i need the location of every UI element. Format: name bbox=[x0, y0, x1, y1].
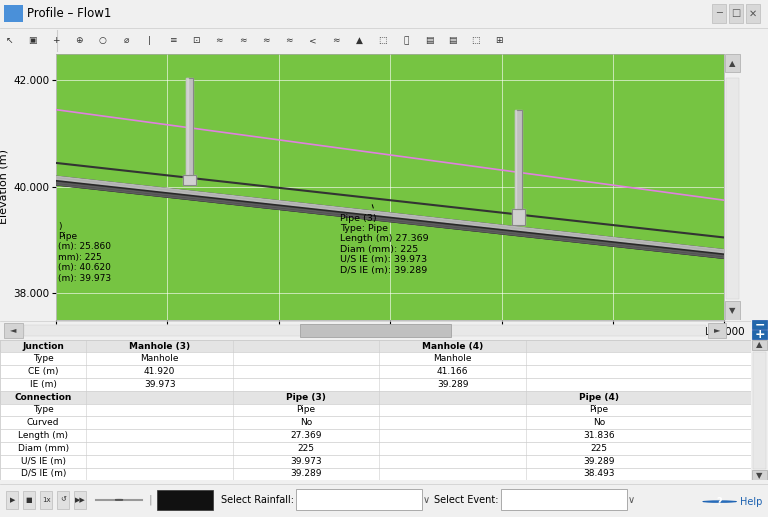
Bar bbox=[40, 491, 52, 509]
Bar bbox=[726, 78, 740, 299]
Text: Connection: Connection bbox=[15, 393, 72, 402]
Text: ◄: ◄ bbox=[10, 325, 17, 334]
Text: ≈: ≈ bbox=[262, 36, 270, 45]
Bar bbox=[57, 491, 69, 509]
Polygon shape bbox=[56, 182, 724, 258]
Text: Diam (mm): Diam (mm) bbox=[18, 444, 69, 453]
Text: Select Rainfall:: Select Rainfall: bbox=[221, 495, 294, 505]
Bar bbox=[746, 4, 760, 23]
Bar bbox=[23, 491, 35, 509]
Bar bbox=[752, 330, 767, 339]
Text: D/S IE (m): D/S IE (m) bbox=[21, 469, 66, 478]
Text: −: − bbox=[754, 318, 765, 331]
Bar bbox=[0, 365, 751, 378]
Text: 39.289: 39.289 bbox=[290, 469, 322, 478]
Polygon shape bbox=[56, 176, 724, 258]
Polygon shape bbox=[515, 110, 516, 209]
Text: ▣: ▣ bbox=[28, 36, 37, 45]
Bar bbox=[296, 489, 422, 510]
Bar bbox=[300, 324, 451, 337]
Text: Help: Help bbox=[740, 497, 762, 507]
Text: ■: ■ bbox=[26, 497, 32, 503]
Text: Type: Type bbox=[33, 354, 54, 363]
Text: |: | bbox=[149, 494, 152, 505]
Bar bbox=[157, 490, 213, 510]
Polygon shape bbox=[183, 175, 197, 185]
Polygon shape bbox=[187, 78, 193, 175]
Bar bbox=[0, 442, 751, 455]
Text: ▶: ▶ bbox=[10, 497, 15, 503]
Bar bbox=[729, 4, 743, 23]
Y-axis label: Elevation (m): Elevation (m) bbox=[0, 149, 8, 224]
Text: <: < bbox=[309, 36, 316, 45]
Text: ▼: ▼ bbox=[730, 306, 736, 315]
Bar bbox=[0, 429, 751, 442]
Text: ─: ─ bbox=[716, 8, 722, 19]
Text: ∨: ∨ bbox=[627, 495, 635, 505]
Text: 31.836: 31.836 bbox=[583, 431, 615, 440]
Bar bbox=[24, 325, 706, 336]
Bar bbox=[0, 391, 751, 404]
Text: Pipe (3): Pipe (3) bbox=[286, 393, 326, 402]
Bar bbox=[0, 416, 751, 429]
Text: Length (m): Length (m) bbox=[18, 431, 68, 440]
Text: ⬚: ⬚ bbox=[472, 36, 480, 45]
Text: Profile – Flow1: Profile – Flow1 bbox=[27, 7, 111, 20]
Text: Pipe (3)
Type: Pipe
Length (m) 27.369
Diam (mm): 225
U/S IE (m): 39.973
D/S IE (: Pipe (3) Type: Pipe Length (m) 27.369 Di… bbox=[340, 204, 429, 275]
Bar bbox=[0, 455, 751, 467]
Text: Curved: Curved bbox=[27, 418, 59, 427]
Text: □: □ bbox=[731, 8, 740, 19]
Text: Pipe: Pipe bbox=[296, 405, 316, 415]
Text: ≈: ≈ bbox=[286, 36, 293, 45]
Bar bbox=[752, 340, 767, 349]
Bar bbox=[0, 404, 751, 416]
Text: )
Pipe
(m): 25.860
mm): 225
(m): 40.620
(m): 39.973: ) Pipe (m): 25.860 mm): 225 (m): 40.620 … bbox=[58, 221, 111, 282]
Text: ▤: ▤ bbox=[449, 36, 457, 45]
Text: ✕: ✕ bbox=[749, 8, 756, 19]
Text: 1x: 1x bbox=[41, 497, 51, 503]
Text: ⊕: ⊕ bbox=[75, 36, 83, 45]
Text: Pipe: Pipe bbox=[590, 405, 608, 415]
Bar bbox=[753, 352, 766, 469]
Bar bbox=[725, 301, 740, 320]
X-axis label: Distance (m): Distance (m) bbox=[354, 341, 426, 351]
Text: ↺: ↺ bbox=[60, 497, 66, 503]
Text: ▲: ▲ bbox=[730, 58, 736, 68]
Text: 41.920: 41.920 bbox=[144, 367, 175, 376]
Text: Select Event:: Select Event: bbox=[434, 495, 498, 505]
Text: 39.289: 39.289 bbox=[583, 457, 614, 466]
Text: Manhole (4): Manhole (4) bbox=[422, 342, 483, 351]
Text: ⬚: ⬚ bbox=[379, 36, 387, 45]
Bar bbox=[0, 353, 751, 365]
Text: 39.973: 39.973 bbox=[144, 380, 175, 389]
Text: ▶▶: ▶▶ bbox=[74, 497, 85, 503]
Bar bbox=[6, 491, 18, 509]
Text: ⌀: ⌀ bbox=[123, 36, 128, 45]
Text: ⬛: ⬛ bbox=[403, 36, 409, 45]
Text: No: No bbox=[593, 418, 605, 427]
Text: 225: 225 bbox=[591, 444, 607, 453]
Text: ≡: ≡ bbox=[169, 36, 177, 45]
Text: ≈: ≈ bbox=[239, 36, 247, 45]
Text: ►: ► bbox=[714, 325, 720, 334]
Bar bbox=[0, 467, 751, 480]
Text: Junction: Junction bbox=[22, 342, 64, 351]
Text: ⊡: ⊡ bbox=[192, 36, 200, 45]
Text: 41.166: 41.166 bbox=[437, 367, 468, 376]
Bar bbox=[4, 5, 23, 22]
Text: IE (m): IE (m) bbox=[30, 380, 57, 389]
Bar bbox=[752, 321, 767, 329]
Text: ↖: ↖ bbox=[5, 36, 13, 45]
Text: +: + bbox=[754, 328, 765, 341]
Bar bbox=[4, 323, 22, 338]
Polygon shape bbox=[515, 110, 521, 209]
Text: ⊞: ⊞ bbox=[495, 36, 503, 45]
Text: ≈: ≈ bbox=[216, 36, 223, 45]
Bar bbox=[707, 323, 727, 338]
Text: ▲: ▲ bbox=[756, 340, 763, 349]
Text: U/S IE (m): U/S IE (m) bbox=[21, 457, 66, 466]
Text: ∨: ∨ bbox=[422, 495, 430, 505]
Text: ▼: ▼ bbox=[756, 471, 763, 480]
Text: +: + bbox=[52, 36, 60, 45]
Text: Manhole: Manhole bbox=[433, 354, 472, 363]
